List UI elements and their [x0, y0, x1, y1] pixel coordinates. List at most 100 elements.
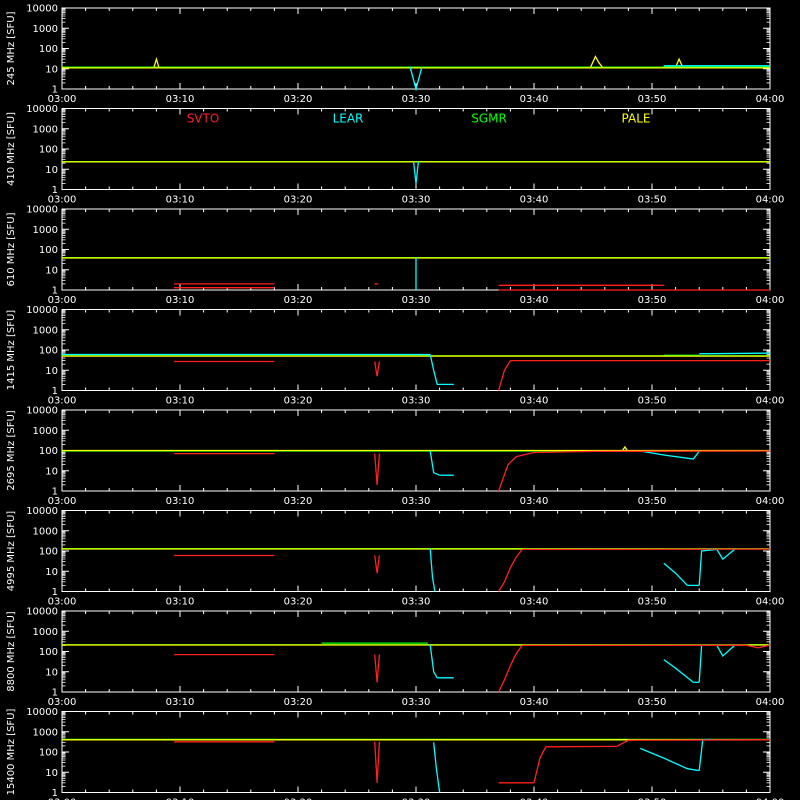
y-tick-label: 10 [45, 366, 58, 377]
x-tick-label: 03:40 [520, 396, 549, 407]
x-tick-label: 03:30 [402, 396, 431, 407]
legend-sgmr: SGMR [471, 112, 507, 126]
x-tick-label: 03:10 [166, 295, 195, 306]
plot-frame [61, 711, 771, 793]
x-tick-label: 03:40 [520, 597, 549, 608]
x-tick-label: 03:10 [166, 396, 195, 407]
panel-6: 1 10 100 1000 10000 03:00 03:10 03:20 03:30 03:40… [6, 506, 784, 608]
y-tick-label: 100 [39, 145, 58, 156]
series-svto [374, 741, 381, 783]
series-svto [616, 739, 771, 747]
y-tick-label: 1 [52, 487, 58, 498]
x-tick-label: 03:30 [402, 496, 431, 507]
panel-7: 1 10 100 1000 10000 03:00 03:10 03:20 03:30 03:40… [6, 607, 784, 709]
y-tick-label: 10000 [26, 607, 58, 618]
y-tick-label: 1000 [33, 225, 58, 236]
series-lear [429, 354, 454, 386]
plot-frame [61, 108, 771, 190]
x-tick-label: 03:00 [48, 195, 77, 206]
y-tick-label: 10 [45, 768, 58, 779]
x-tick-label: 03:00 [48, 295, 77, 306]
x-tick-label: 03:40 [520, 697, 549, 708]
x-tick-label: 03:00 [48, 496, 77, 507]
y-tick-label: 100 [39, 446, 58, 457]
x-tick-label: 03:00 [48, 798, 77, 800]
series-lear [698, 738, 712, 771]
y-tick-label: 100 [39, 748, 58, 759]
series-lear [663, 659, 694, 683]
x-tick-label: 03:40 [520, 798, 549, 800]
x-tick-label: 03:10 [166, 496, 195, 507]
x-tick-label: 03:30 [402, 798, 431, 800]
y-tick-label: 10000 [26, 406, 58, 417]
x-tick-label: 03:00 [48, 94, 77, 105]
series-svto [498, 645, 523, 693]
y-tick-label: 1000 [33, 24, 58, 35]
x-tick-label: 03:20 [284, 396, 313, 407]
x-tick-label: 04:00 [756, 798, 785, 800]
y-tick-label: 10000 [26, 707, 58, 718]
series-svto [533, 746, 547, 783]
x-tick-label: 04:00 [756, 195, 785, 206]
series-pale [153, 56, 160, 68]
series-svto [497, 450, 771, 492]
series-pale [675, 57, 684, 68]
series-svto [498, 549, 523, 592]
y-axis-label: 15400 MHz [SFU] [6, 709, 17, 796]
y-tick-label: 10000 [26, 4, 58, 15]
x-tick-label: 03:30 [402, 597, 431, 608]
x-tick-label: 04:00 [756, 94, 785, 105]
series-lear [640, 450, 700, 460]
y-tick-label: 10 [45, 667, 58, 678]
y-tick-label: 1 [52, 185, 58, 196]
series-svto [374, 654, 381, 683]
y-tick-label: 100 [39, 647, 58, 658]
panel-3: 1 10 100 1000 10000 03:00 03:10 03:20 03:30 03:40… [6, 205, 784, 307]
y-axis-label: 610 MHz [SFU] [6, 212, 17, 286]
x-tick-label: 04:00 [756, 295, 785, 306]
y-tick-label: 1000 [33, 627, 58, 638]
panel-2: 1 10 100 1000 10000 03:00 03:10 03:20 03:30 03:40… [6, 104, 784, 206]
y-tick-label: 1000 [33, 727, 58, 738]
plot-frame [61, 610, 771, 693]
legend-lear: LEAR [333, 112, 364, 126]
y-tick-label: 1 [52, 788, 58, 799]
plot-frame [61, 510, 771, 592]
y-tick-label: 10 [45, 165, 58, 176]
series-lear [429, 644, 438, 679]
x-tick-label: 04:00 [756, 597, 785, 608]
series-lear [412, 161, 420, 184]
x-tick-label: 03:30 [402, 295, 431, 306]
x-tick-label: 03:50 [638, 496, 667, 507]
x-tick-label: 03:00 [48, 396, 77, 407]
series-lear [663, 562, 688, 586]
x-tick-label: 03:50 [638, 597, 667, 608]
x-tick-label: 03:30 [402, 697, 431, 708]
series-svto [758, 644, 771, 649]
y-tick-label: 100 [39, 44, 58, 55]
y-tick-label: 1 [52, 85, 58, 96]
x-tick-label: 03:20 [284, 697, 313, 708]
series-lear [433, 742, 441, 793]
series-svto [374, 555, 381, 574]
legend-svto: SVTO [187, 112, 220, 126]
plot-frame [61, 7, 771, 90]
series-lear [409, 66, 423, 92]
x-tick-label: 03:40 [520, 94, 549, 105]
y-tick-label: 10000 [26, 305, 58, 316]
y-axis-label: 410 MHz [SFU] [6, 112, 17, 186]
series-svto [497, 360, 511, 391]
y-tick-label: 100 [39, 547, 58, 558]
y-tick-label: 1000 [33, 526, 58, 537]
y-tick-label: 10 [45, 567, 58, 578]
x-tick-label: 03:10 [166, 195, 195, 206]
series-lear [698, 644, 736, 683]
y-tick-label: 10000 [26, 205, 58, 216]
y-axis-label: 8800 MHz [SFU] [6, 611, 17, 692]
y-axis-label: 245 MHz [SFU] [6, 11, 17, 85]
x-tick-label: 03:10 [166, 697, 195, 708]
panel-1: 1 10 100 1000 10000 03:00 03:10 03:20 03:30 03:40… [6, 4, 784, 106]
series-svto [522, 644, 759, 649]
x-tick-label: 03:20 [284, 94, 313, 105]
